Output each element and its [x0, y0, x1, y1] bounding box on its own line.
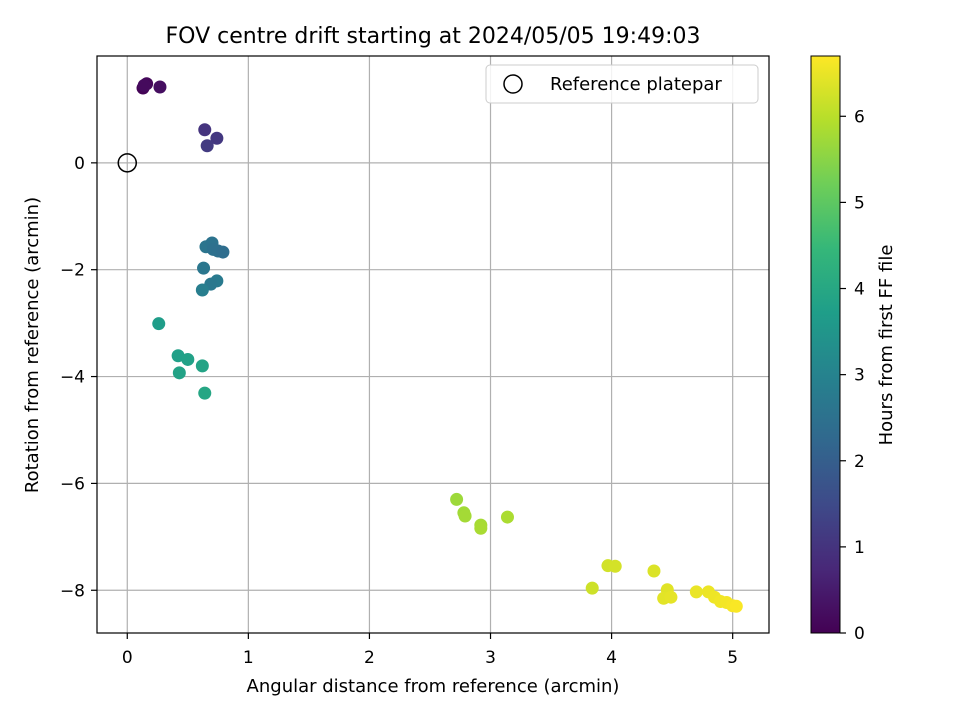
grid-lines: [97, 56, 769, 633]
data-point: [647, 564, 661, 578]
legend: Reference platepar: [485, 64, 759, 104]
data-markers: [136, 77, 743, 613]
data-point: [689, 585, 703, 599]
data-point: [198, 123, 212, 137]
y-tick-label: −2: [60, 261, 85, 281]
legend-label: Reference platepar: [550, 74, 722, 95]
data-point: [216, 245, 230, 259]
colorbar-tick-label: 3: [854, 366, 865, 386]
data-point: [210, 131, 224, 145]
colorbar-ticks: 0 1 2 3 4 5 6: [840, 107, 865, 644]
data-point: [195, 359, 209, 373]
legend-box: [485, 64, 759, 104]
data-point: [608, 559, 622, 573]
data-point: [153, 80, 167, 94]
colorbar-tick-label: 0: [854, 624, 865, 644]
colorbar-tick-label: 5: [854, 193, 865, 213]
colorbar: 0 1 2 3 4 5 6 Hours from first FF file: [810, 55, 897, 644]
chart-title: FOV centre drift starting at 2024/05/05 …: [166, 24, 701, 49]
colorbar-tick-label: 1: [854, 538, 865, 558]
data-point: [664, 590, 678, 604]
y-axis-label: Rotation from reference (arcmin): [22, 197, 43, 493]
data-point: [197, 261, 211, 275]
x-tick-label: 2: [364, 648, 375, 668]
x-tick-label: 5: [727, 648, 738, 668]
data-point: [195, 283, 209, 297]
data-point: [181, 352, 195, 366]
data-point: [458, 509, 472, 523]
colorbar-gradient: [810, 55, 841, 634]
y-tick-label: 0: [74, 154, 85, 174]
reference-marker: [117, 153, 138, 173]
colorbar-tick-label: 6: [854, 107, 865, 127]
y-axis: 0 −2 −4 −6 −8: [60, 154, 97, 601]
x-axis-label: Angular distance from reference (arcmin): [247, 676, 620, 697]
y-tick-label: −6: [60, 474, 85, 494]
data-point: [729, 599, 743, 613]
y-tick-label: −4: [60, 368, 85, 388]
colorbar-tick-label: 4: [854, 280, 865, 300]
data-point: [200, 139, 214, 153]
x-tick-label: 0: [122, 648, 133, 668]
x-tick-label: 1: [243, 648, 254, 668]
data-point: [585, 581, 599, 595]
data-point: [198, 386, 212, 400]
y-tick-label: −8: [60, 581, 85, 601]
data-point: [474, 521, 488, 535]
x-tick-label: 4: [606, 648, 617, 668]
data-point: [450, 492, 464, 506]
data-point: [137, 78, 151, 92]
x-tick-label: 3: [485, 648, 496, 668]
x-axis: 0 1 2 3 4 5: [122, 633, 738, 668]
data-point: [172, 366, 186, 380]
colorbar-tick-label: 2: [854, 452, 865, 472]
legend-reference-marker: [503, 74, 523, 94]
plot-frame: [96, 55, 770, 634]
colorbar-label: Hours from first FF file: [876, 245, 897, 446]
data-point: [500, 510, 514, 524]
data-point: [152, 317, 166, 331]
